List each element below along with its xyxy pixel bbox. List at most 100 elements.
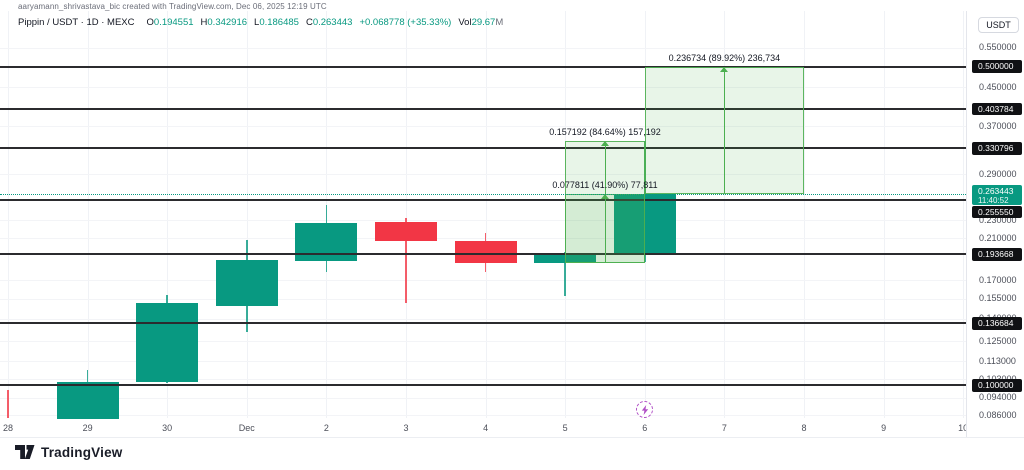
price-range-arrow xyxy=(605,145,606,263)
price-axis-tick: 0.210000 xyxy=(979,232,1017,243)
horizontal-price-line-drawing[interactable] xyxy=(0,253,966,256)
candle-body xyxy=(56,381,119,420)
horizontal-price-line-drawing[interactable] xyxy=(0,147,966,150)
price-axis[interactable]: USDT 0.550000 0.450000 0.370000 0.290000 0.2… xyxy=(966,11,1024,437)
tradingview-logo-icon xyxy=(15,445,35,459)
time-axis-label[interactable]: 4 xyxy=(483,423,489,433)
horizontal-gridline xyxy=(0,47,966,49)
time-axis-label[interactable]: 8 xyxy=(801,423,807,433)
time-axis-separator xyxy=(0,437,1024,438)
event-lightning-marker[interactable] xyxy=(636,401,654,419)
time-axis-label[interactable]: 7 xyxy=(721,423,727,433)
attribution-bar: aaryamann_shrivastava_bic created with T… xyxy=(18,2,327,11)
current-price-value: 0.263443 xyxy=(978,185,1014,196)
price-axis-tick: 0.230000 xyxy=(979,214,1017,225)
candle-body xyxy=(215,260,278,306)
price-change: +0.068778 (+35.33%) xyxy=(359,17,452,28)
price-line-badge: 0.193668 xyxy=(972,248,1022,261)
price-line-badge: 0.255550 xyxy=(972,205,1022,218)
price-axis-tick: 0.370000 xyxy=(979,120,1017,131)
horizontal-gridline xyxy=(0,280,966,282)
time-axis-label[interactable]: 9 xyxy=(881,423,887,433)
bar-countdown: 11:40:52 xyxy=(978,195,1009,205)
ohlc-high: H0.342916 xyxy=(200,17,248,28)
price-range-label: 0.157192 (84.64%) 157,192 xyxy=(549,127,661,138)
candle-wick xyxy=(405,217,407,304)
horizontal-price-line-drawing[interactable] xyxy=(0,65,966,68)
lightning-icon xyxy=(641,404,648,415)
vertical-gridline xyxy=(485,11,487,418)
tradingview-logo[interactable]: TradingView xyxy=(14,444,122,460)
ohlc-low: L0.186485 xyxy=(254,17,299,28)
price-range-arrow xyxy=(724,70,726,194)
price-axis-tick: 0.103000 xyxy=(979,374,1017,384)
horizontal-gridline xyxy=(0,415,966,417)
current-price-badge: 0.263443 11:40:52 xyxy=(972,184,1022,205)
volume: Vol29.67M xyxy=(458,17,504,28)
horizontal-gridline xyxy=(0,397,966,399)
tradingview-logo-text: TradingView xyxy=(41,444,123,460)
horizontal-gridline xyxy=(0,361,966,363)
time-axis-label[interactable]: Dec xyxy=(238,423,255,433)
horizontal-gridline xyxy=(0,318,966,320)
time-axis-label[interactable]: 29 xyxy=(82,423,93,433)
arrow-up-icon xyxy=(720,66,729,72)
arrow-up-icon xyxy=(601,141,609,147)
price-axis-tick: 0.086000 xyxy=(979,409,1017,420)
horizontal-gridline xyxy=(0,87,966,89)
ohlc-close: C0.263443 xyxy=(305,17,353,28)
price-axis-tick: 0.125000 xyxy=(979,335,1017,346)
horizontal-gridline xyxy=(0,220,966,222)
time-axis-label[interactable]: 6 xyxy=(642,423,648,433)
price-line-badge: 0.136684 xyxy=(972,317,1022,330)
candle-body xyxy=(375,221,437,241)
horizontal-gridline xyxy=(0,298,966,300)
price-range-drawing[interactable] xyxy=(565,141,645,263)
time-axis-label[interactable]: 5 xyxy=(562,423,568,433)
time-axis-label[interactable]: 2 xyxy=(323,423,329,433)
vertical-gridline xyxy=(883,11,885,418)
price-range-label: 0.077811 (41.90%) 77,811 xyxy=(552,179,658,190)
price-axis-tick: 0.094000 xyxy=(979,392,1017,403)
horizontal-gridline xyxy=(0,379,966,381)
price-axis-tick: 0.450000 xyxy=(979,81,1017,92)
horizontal-price-line-drawing[interactable] xyxy=(0,322,966,325)
symbol-legend: Pippin / USDT · 1D · MEXC O0.194551 H0.3… xyxy=(18,16,510,29)
candle-wick xyxy=(564,251,566,296)
vertical-gridline xyxy=(87,11,89,418)
price-range-label: 0.236734 (89.92%) 236,734 xyxy=(668,52,781,63)
price-line-badge: 0.330796 xyxy=(972,142,1022,155)
price-axis-tick: 0.170000 xyxy=(979,274,1017,285)
vertical-gridline xyxy=(724,11,726,418)
time-axis-label[interactable]: 30 xyxy=(162,423,173,433)
time-axis-label[interactable]: 28 xyxy=(2,423,14,433)
vertical-gridline xyxy=(804,11,805,418)
horizontal-price-line-drawing[interactable] xyxy=(0,107,966,110)
candle-body xyxy=(136,303,199,382)
horizontal-price-line-drawing[interactable] xyxy=(0,384,966,387)
horizontal-gridline xyxy=(0,174,966,176)
time-axis-label[interactable]: 3 xyxy=(403,423,409,433)
horizontal-gridline xyxy=(0,341,966,343)
vertical-gridline xyxy=(167,11,169,418)
price-axis-tick: 0.550000 xyxy=(979,42,1017,53)
candle-body xyxy=(613,193,676,254)
vertical-gridline xyxy=(406,11,407,418)
candle-wick xyxy=(7,389,9,419)
price-axis-tick: 0.113000 xyxy=(979,355,1016,366)
vertical-gridline xyxy=(8,11,9,418)
price-line-badge: 0.500000 xyxy=(972,60,1022,73)
price-axis-tick: 0.290000 xyxy=(979,168,1017,179)
price-line-badge: 0.403784 xyxy=(972,102,1022,116)
currency-unit-button[interactable]: USDT xyxy=(978,17,1019,33)
time-axis-label[interactable]: 10 xyxy=(958,423,969,433)
vertical-gridline xyxy=(246,11,248,418)
candle-body xyxy=(454,240,517,263)
horizontal-gridline xyxy=(0,238,966,240)
price-line-badge: 0.100000 xyxy=(972,379,1022,392)
ohlc-open: O0.194551 xyxy=(146,17,194,28)
horizontal-price-line-drawing[interactable] xyxy=(0,198,966,201)
symbol-title[interactable]: Pippin / USDT · 1D · MEXC xyxy=(18,17,135,28)
